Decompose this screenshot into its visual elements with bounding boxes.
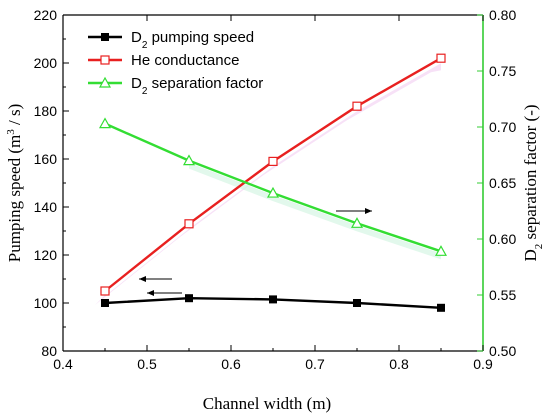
data-point bbox=[184, 219, 194, 229]
data-point bbox=[434, 245, 448, 256]
data-point bbox=[268, 156, 278, 166]
separation-shading bbox=[189, 162, 441, 260]
legend-marker-1 bbox=[100, 55, 110, 65]
data-point bbox=[185, 294, 193, 303]
left-axis-arrow-lower-head bbox=[147, 290, 154, 296]
data-point bbox=[101, 299, 109, 307]
x-axis-title: Channel width (m) bbox=[203, 394, 331, 413]
data-point bbox=[436, 53, 446, 63]
right-axis-arrow-head bbox=[365, 208, 372, 214]
data-point bbox=[98, 117, 112, 129]
legend-marker-2 bbox=[98, 76, 112, 88]
y2-tick-label: 0.60 bbox=[489, 231, 516, 247]
left-axis-arrow-upper-head bbox=[139, 276, 146, 282]
y2-tick-label: 0.50 bbox=[489, 343, 516, 359]
data-point bbox=[266, 186, 280, 198]
x-tick-label: 0.8 bbox=[389, 356, 409, 372]
legend-label-1: He conductance bbox=[131, 52, 239, 69]
he-shading bbox=[95, 63, 441, 306]
data-point bbox=[350, 217, 364, 228]
y-tick-label: 220 bbox=[34, 7, 58, 23]
x-tick-label: 0.6 bbox=[221, 356, 241, 372]
x-tick-label: 0.7 bbox=[305, 356, 325, 372]
y-tick-label: 100 bbox=[34, 295, 58, 311]
y2-tick-label: 0.55 bbox=[489, 287, 516, 303]
y-tick-label: 120 bbox=[34, 247, 58, 263]
y2-tick-label: 0.75 bbox=[489, 63, 516, 79]
data-point bbox=[353, 299, 361, 307]
y-tick-label: 180 bbox=[34, 103, 58, 119]
x-tick-label: 0.9 bbox=[473, 356, 493, 372]
y2-tick-label: 0.80 bbox=[489, 7, 516, 23]
y-tick-label: 140 bbox=[34, 199, 58, 215]
y-tick-label: 160 bbox=[34, 151, 58, 167]
x-tick-label: 0.5 bbox=[137, 356, 157, 372]
y2-tick-label: 0.70 bbox=[489, 119, 516, 135]
y2-tick-label: 0.65 bbox=[489, 175, 516, 191]
y-tick-label: 200 bbox=[34, 55, 58, 71]
legend-marker-0 bbox=[101, 33, 109, 41]
legend-label-2: D2 separation factor bbox=[131, 75, 263, 97]
data-point bbox=[182, 154, 196, 166]
y-tick-label: 80 bbox=[41, 343, 57, 359]
data-point bbox=[269, 295, 277, 304]
data-point bbox=[437, 303, 445, 312]
y2-axis-title: D2 separation factor (-) bbox=[521, 104, 545, 261]
x-tick-label: 0.4 bbox=[53, 356, 73, 372]
legend-label-0: D2 pumping speed bbox=[131, 29, 254, 51]
data-point bbox=[100, 286, 110, 296]
y-axis-title: Pumping speed (m3 / s) bbox=[5, 104, 24, 263]
data-point bbox=[352, 101, 362, 111]
